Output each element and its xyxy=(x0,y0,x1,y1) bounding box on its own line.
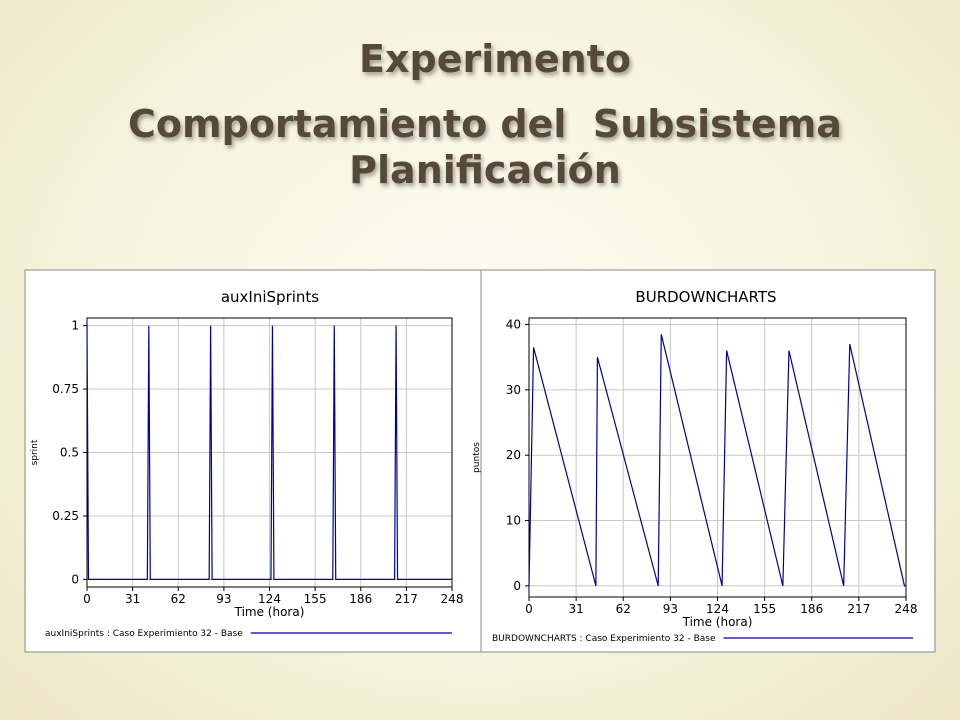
slide-title: Planificación xyxy=(349,148,621,192)
plot-border xyxy=(86,317,453,588)
x-tick-label: 155 xyxy=(304,592,327,606)
y-tick-label: 0 xyxy=(513,579,521,593)
y-tick-label: 30 xyxy=(506,383,521,397)
y-tick-label: 0 xyxy=(71,572,79,586)
y-tick-label: 0.75 xyxy=(52,382,79,396)
x-tick-label: 124 xyxy=(706,602,729,616)
x-tick-label: 248 xyxy=(895,602,918,616)
y-axis-label: puntos xyxy=(472,442,482,473)
y-tick-label: 40 xyxy=(506,318,521,332)
x-tick-label: 0 xyxy=(83,592,91,606)
x-tick-label: 186 xyxy=(800,602,823,616)
x-tick-label: 93 xyxy=(216,592,231,606)
y-axis-label: sprint xyxy=(30,439,40,465)
x-tick-label: 31 xyxy=(125,592,140,606)
plot-border xyxy=(528,317,907,598)
x-axis-label: Time (hora) xyxy=(234,605,305,619)
y-tick-label: 0.25 xyxy=(52,509,79,523)
x-tick-label: 155 xyxy=(753,602,776,616)
series-line xyxy=(528,334,906,587)
legend-label: BURDOWNCHARTS : Caso Experimiento 32 - B… xyxy=(492,634,716,644)
x-tick-label: 62 xyxy=(171,592,186,606)
x-tick-label: 0 xyxy=(525,602,533,616)
slide-title: Experimento xyxy=(359,37,631,81)
chart-title: auxIniSprints xyxy=(221,288,319,306)
legend-label: auxIniSprints : Caso Experimiento 32 - B… xyxy=(45,629,243,639)
x-axis-label: Time (hora) xyxy=(682,615,753,629)
x-tick-label: 186 xyxy=(349,592,372,606)
y-tick-label: 20 xyxy=(506,448,521,462)
x-tick-label: 217 xyxy=(847,602,870,616)
chart-frame xyxy=(24,269,936,653)
chart-title: BURDOWNCHARTS xyxy=(635,288,776,306)
x-tick-label: 124 xyxy=(258,592,281,606)
x-tick-label: 62 xyxy=(616,602,631,616)
slide-title: Comportamiento del Subsistema xyxy=(128,102,842,146)
y-tick-label: 10 xyxy=(506,514,521,528)
x-tick-label: 31 xyxy=(568,602,583,616)
y-tick-label: 0.5 xyxy=(60,446,79,460)
series-line xyxy=(86,325,452,580)
x-tick-label: 217 xyxy=(395,592,418,606)
x-tick-label: 93 xyxy=(663,602,678,616)
y-tick-label: 1 xyxy=(71,319,79,333)
x-tick-label: 248 xyxy=(441,592,464,606)
